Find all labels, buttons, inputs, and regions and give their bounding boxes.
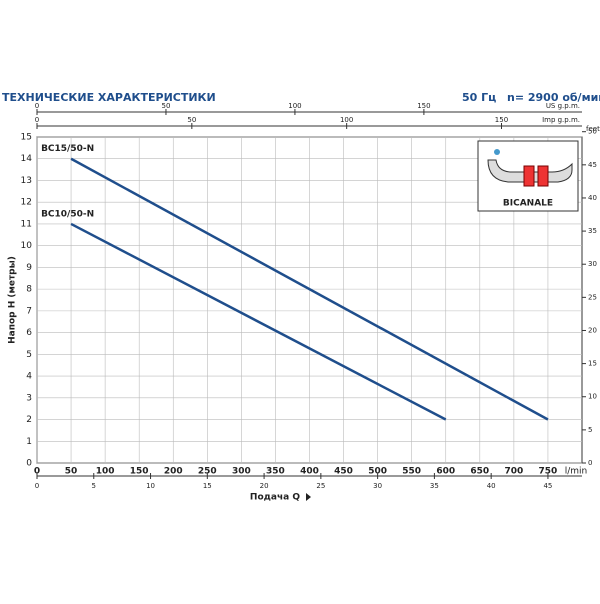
y2-tick-label: 45 bbox=[588, 161, 597, 169]
x-tick-label: 400 bbox=[300, 467, 319, 477]
x-tick-label: 450 bbox=[334, 467, 353, 477]
series-label: BC15/50-N bbox=[41, 144, 94, 154]
axis-tick-label: 0 bbox=[35, 482, 39, 490]
series-label: BC10/50-N bbox=[41, 209, 94, 219]
axis-tick-label: 30 bbox=[373, 482, 382, 490]
axis-tick-label: 150 bbox=[417, 102, 430, 110]
frequency: 50 Гц bbox=[462, 91, 496, 104]
x-tick-label: 50 bbox=[65, 467, 78, 477]
axis-tick-label: 100 bbox=[288, 102, 301, 110]
curve bbox=[70, 157, 549, 421]
y-tick-label: 12 bbox=[21, 198, 32, 208]
axis-tick-label: 150 bbox=[495, 116, 508, 124]
x-unit: l/min bbox=[565, 467, 588, 477]
chart-title: ТЕХНИЧЕСКИЕ ХАРАКТЕРИСТИКИ bbox=[2, 91, 216, 104]
y-tick-label: 14 bbox=[21, 154, 33, 164]
x-tick-label: 650 bbox=[470, 467, 489, 477]
y2-tick-label: 10 bbox=[588, 393, 597, 401]
impeller-icon bbox=[487, 159, 573, 183]
axis-tick-label: 25 bbox=[316, 482, 325, 490]
y-tick-label: 9 bbox=[26, 263, 32, 273]
y2-tick-label: 30 bbox=[588, 260, 597, 268]
axis-unit: US g.p.m. bbox=[546, 102, 580, 110]
x-tick-label: 550 bbox=[402, 467, 421, 477]
axis-tick-label: 45 bbox=[543, 482, 552, 490]
y-tick-label: 5 bbox=[26, 350, 32, 360]
x-axis-label: Подача Q bbox=[250, 493, 300, 503]
axis-tick-label: 15 bbox=[203, 482, 212, 490]
y-axis-label: Напор H (метры) bbox=[8, 256, 18, 344]
y-tick-label: 0 bbox=[26, 459, 32, 469]
y2-tick-label: 5 bbox=[588, 426, 592, 434]
x-tick-label: 300 bbox=[232, 467, 251, 477]
axis-tick-label: 50 bbox=[187, 116, 196, 124]
y2-tick-label: 15 bbox=[588, 360, 597, 368]
axis-tick-label: 5 bbox=[92, 482, 96, 490]
y-tick-label: 10 bbox=[21, 241, 33, 251]
y-tick-label: 11 bbox=[21, 219, 32, 229]
inset-label: BICANALE bbox=[503, 199, 553, 209]
x-tick-label: 350 bbox=[266, 467, 285, 477]
x-tick-label: 100 bbox=[96, 467, 115, 477]
y2-tick-label: 35 bbox=[588, 227, 597, 235]
speed: n= 2900 об/мин bbox=[507, 91, 600, 104]
x-tick-label: 600 bbox=[436, 467, 455, 477]
impeller-icon bbox=[523, 165, 535, 187]
y-tick-label: 7 bbox=[26, 306, 32, 316]
y-tick-label: 4 bbox=[26, 372, 32, 382]
y2-tick-label: 50 bbox=[588, 128, 597, 136]
axis-tick-label: 0 bbox=[35, 102, 39, 110]
y-tick-label: 6 bbox=[26, 328, 32, 338]
x-tick-label: 500 bbox=[368, 467, 387, 477]
y-tick-label: 13 bbox=[21, 176, 32, 186]
x-tick-label: 250 bbox=[198, 467, 217, 477]
x-tick-label: 150 bbox=[130, 467, 149, 477]
flow-icon bbox=[494, 149, 500, 155]
y2-tick-label: 40 bbox=[588, 194, 597, 202]
x-tick-label: 750 bbox=[539, 467, 558, 477]
axis-tick-label: 0 bbox=[35, 116, 39, 124]
axis-tick-label: 100 bbox=[340, 116, 353, 124]
y2-tick-label: 25 bbox=[588, 293, 597, 301]
x-tick-label: 200 bbox=[164, 467, 183, 477]
x-tick-label: 700 bbox=[504, 467, 523, 477]
axis-unit: Imp g.p.m. bbox=[542, 116, 580, 124]
curve bbox=[70, 222, 447, 421]
axis-tick-label: 10 bbox=[146, 482, 155, 490]
impeller-icon bbox=[537, 165, 549, 187]
arrow bbox=[306, 493, 311, 501]
y2-unit: feet bbox=[586, 125, 600, 133]
y-tick-label: 2 bbox=[26, 415, 32, 425]
axis-tick-label: 50 bbox=[162, 102, 171, 110]
axis-tick-label: 40 bbox=[487, 482, 496, 490]
axis-tick-label: 20 bbox=[260, 482, 269, 490]
y2-tick-label: 20 bbox=[588, 326, 597, 334]
y-tick-label: 8 bbox=[26, 285, 32, 295]
y-tick-label: 15 bbox=[21, 133, 32, 143]
y2-tick-label: 0 bbox=[588, 459, 592, 467]
x-tick-label: 0 bbox=[34, 467, 40, 477]
axis-tick-label: 35 bbox=[430, 482, 439, 490]
y-tick-label: 3 bbox=[26, 393, 32, 403]
y-tick-label: 1 bbox=[26, 437, 32, 447]
